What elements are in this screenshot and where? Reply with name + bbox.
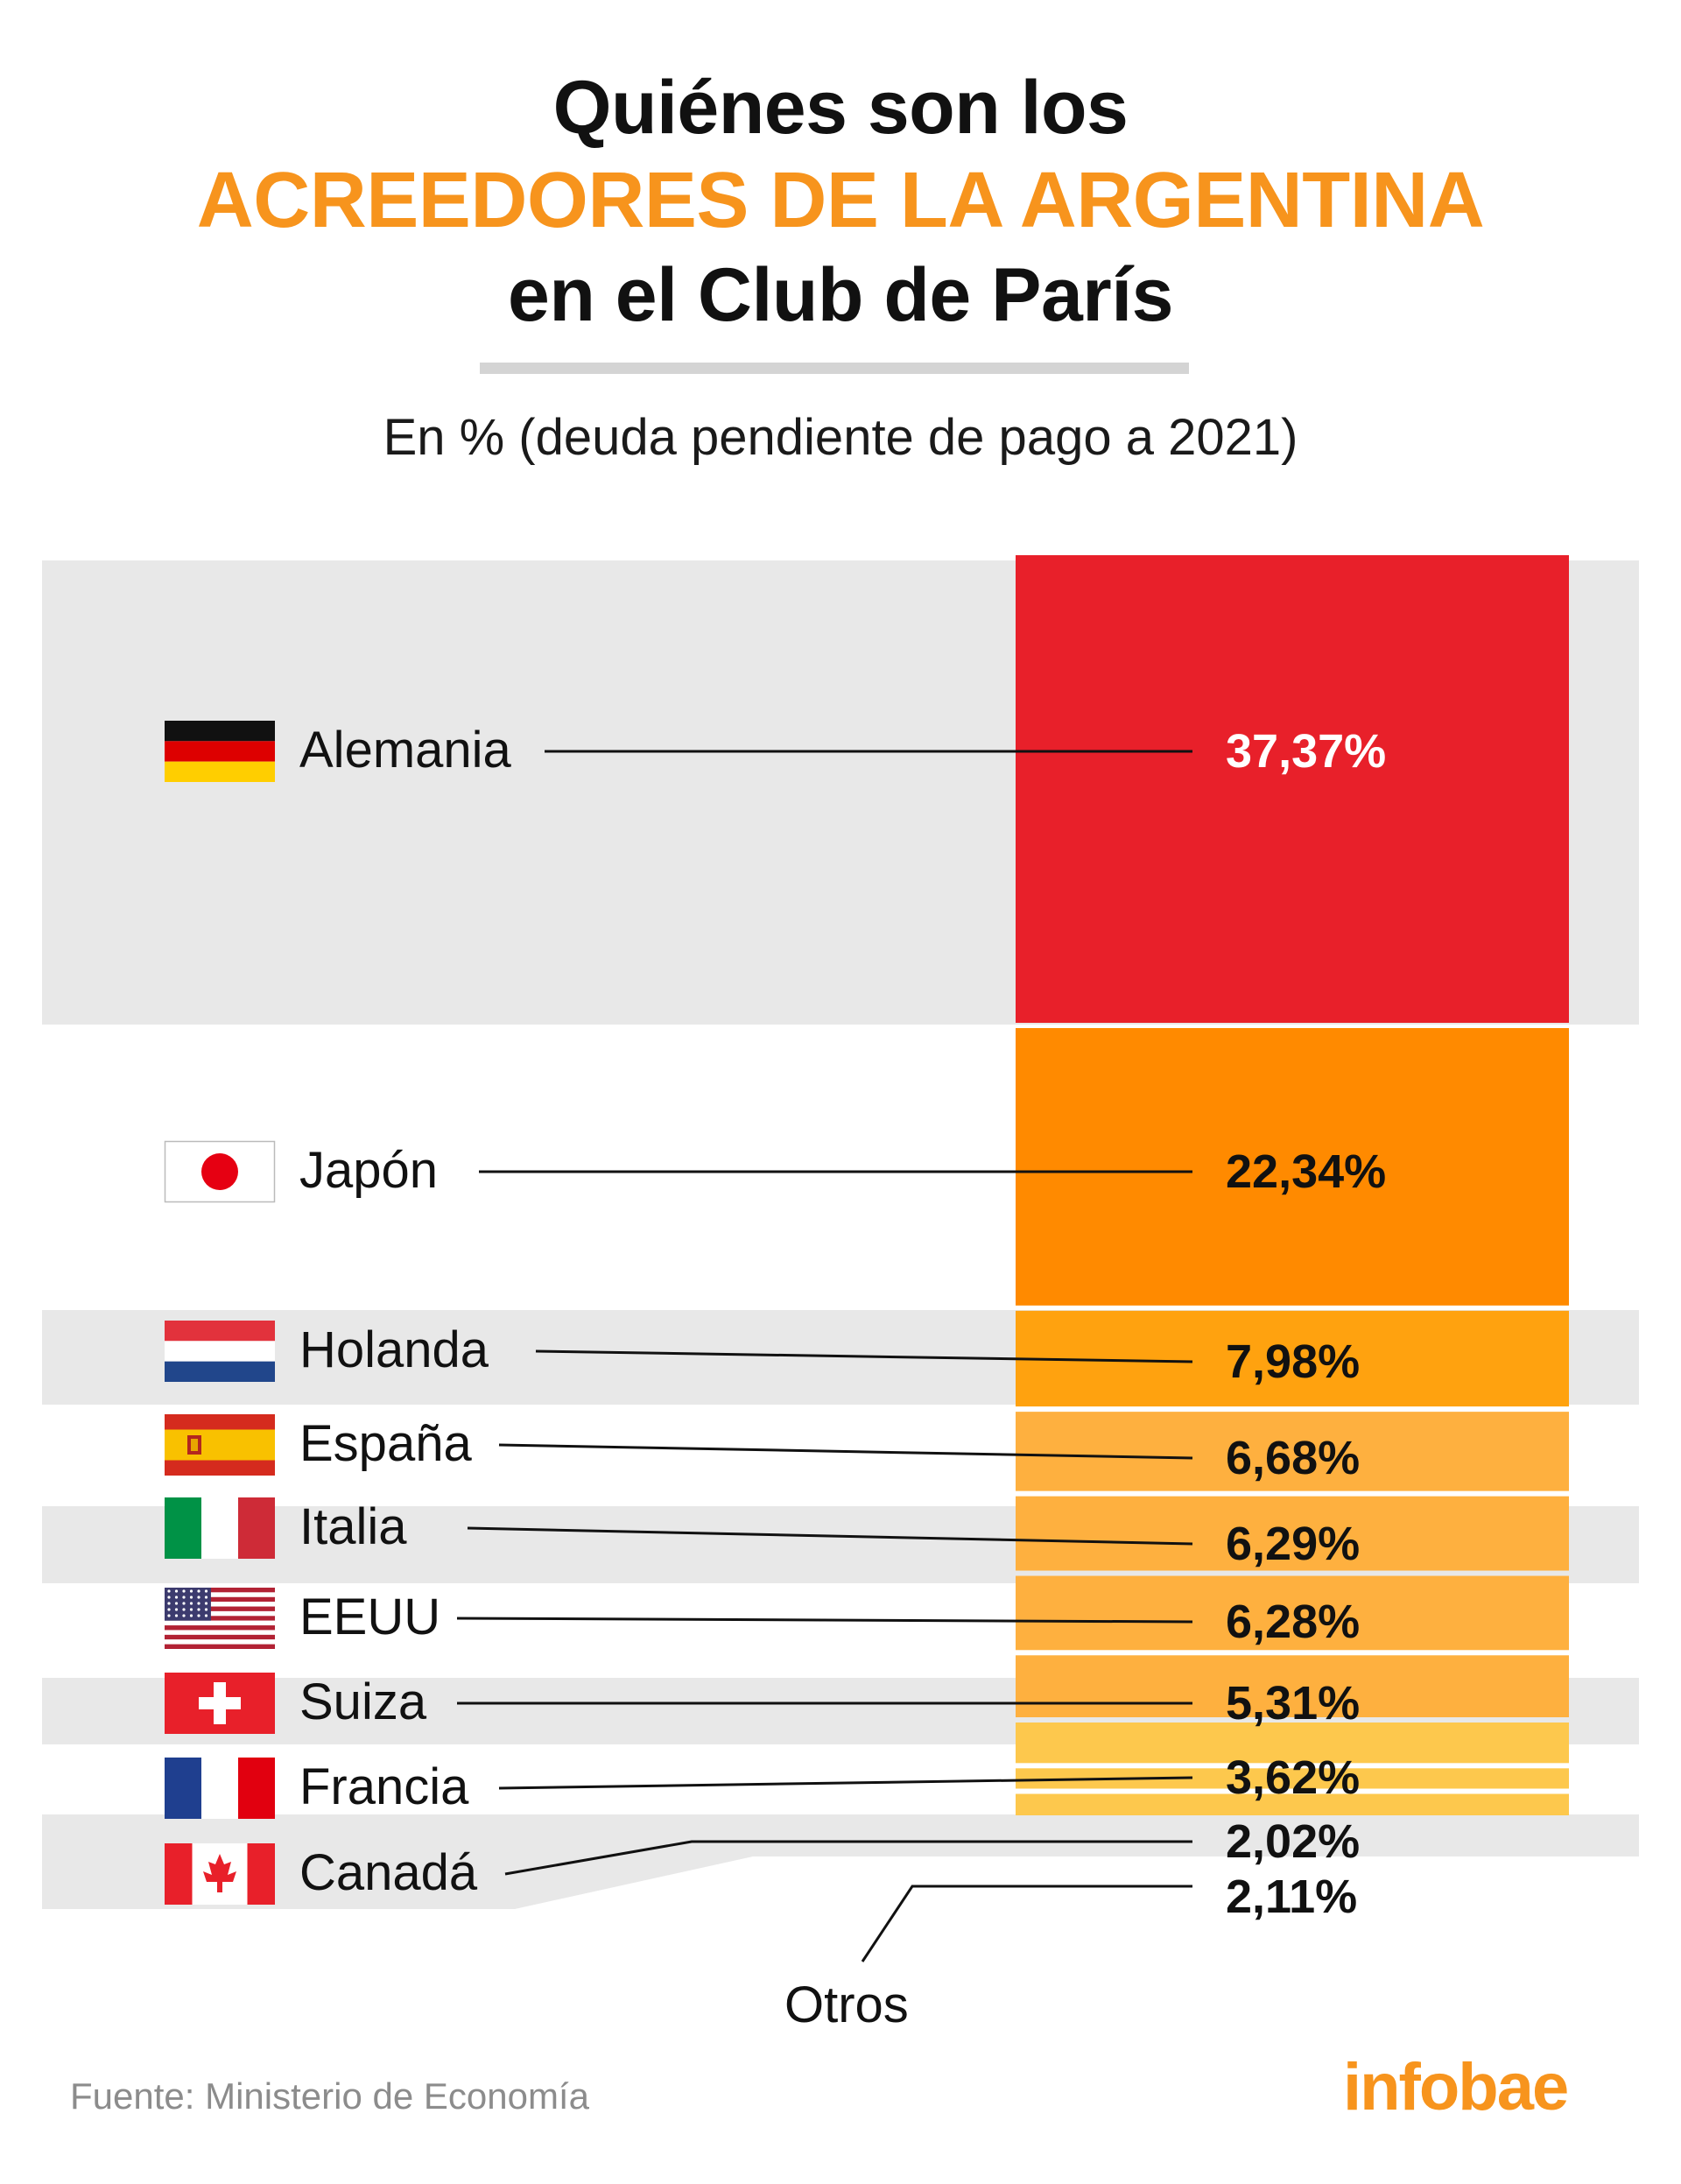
- row-band-canada: [42, 1814, 1639, 1909]
- country-label-holanda: Holanda: [299, 1321, 489, 1378]
- bar-canada: [1016, 1768, 1569, 1789]
- flag-france-icon: [165, 1758, 275, 1819]
- otros-label: Otros: [784, 1976, 909, 2033]
- value-label-japon: 22,34%: [1226, 1145, 1387, 1198]
- title-divider: [480, 363, 1189, 374]
- infobae-logo: infobae: [1343, 2050, 1569, 2124]
- flag-germany-icon: [165, 721, 275, 782]
- title-line-1: Quiénes son los: [552, 66, 1129, 150]
- bar-holanda: [1016, 1310, 1569, 1407]
- value-label-alemania: 37,37%: [1226, 725, 1387, 778]
- source-note: Fuente: Ministerio de Economía: [70, 2075, 589, 2117]
- value-label-italia: 6,29%: [1226, 1518, 1361, 1570]
- leader-line-espana: [498, 1443, 1193, 1460]
- title-highlight: ACREEDORES DE LA ARGENTINA: [196, 157, 1485, 244]
- country-label-alemania: Alemania: [299, 722, 511, 778]
- value-label-suiza: 5,31%: [1226, 1677, 1361, 1730]
- flag-spain-icon: [165, 1414, 275, 1476]
- bar-eeuu: [1016, 1575, 1569, 1651]
- bar-francia: [1016, 1723, 1569, 1764]
- flag-japan-icon: [164, 1140, 276, 1203]
- country-label-japon: Japón: [299, 1142, 439, 1199]
- chart-subtitle: En % (deuda pendiente de pago a 2021): [383, 409, 1298, 466]
- bar-japon: [1016, 1027, 1569, 1306]
- country-label-francia: Francia: [299, 1758, 469, 1815]
- value-label-francia: 3,62%: [1226, 1751, 1361, 1804]
- bar-alemania: [1016, 555, 1569, 1023]
- flag-switzerland-icon: [165, 1673, 275, 1734]
- bar-otros: [1016, 1793, 1569, 1815]
- country-label-canada: Canadá: [299, 1844, 478, 1901]
- bar-espana: [1016, 1412, 1569, 1491]
- value-label-holanda: 7,98%: [1226, 1335, 1361, 1388]
- flag-italy-icon: [165, 1497, 275, 1559]
- bar-italia: [1016, 1496, 1569, 1571]
- value-label-espana: 6,68%: [1226, 1432, 1361, 1484]
- leader-line-francia: [498, 1776, 1193, 1790]
- bar-suiza: [1016, 1655, 1569, 1718]
- flag-usa-icon: [165, 1588, 275, 1649]
- value-label-canada: 2,02%: [1226, 1815, 1361, 1868]
- country-label-suiza: Suiza: [299, 1673, 427, 1730]
- value-label-eeuu: 6,28%: [1226, 1596, 1361, 1648]
- country-label-espana: España: [299, 1415, 472, 1472]
- flag-netherlands-icon: [165, 1321, 275, 1382]
- flag-canada-icon: [165, 1843, 275, 1905]
- leader-line-holanda: [535, 1349, 1193, 1363]
- leader-line-otros: [861, 1885, 1192, 1962]
- leader-line-canada: [504, 1840, 1192, 1876]
- country-label-eeuu: EEUU: [299, 1589, 441, 1645]
- leader-line-italia: [467, 1526, 1193, 1546]
- country-label-italia: Italia: [299, 1498, 407, 1555]
- title-line-3: en el Club de París: [508, 253, 1173, 337]
- leader-line-eeuu: [456, 1617, 1193, 1624]
- value-label-otros: 2,11%: [1226, 1870, 1358, 1923]
